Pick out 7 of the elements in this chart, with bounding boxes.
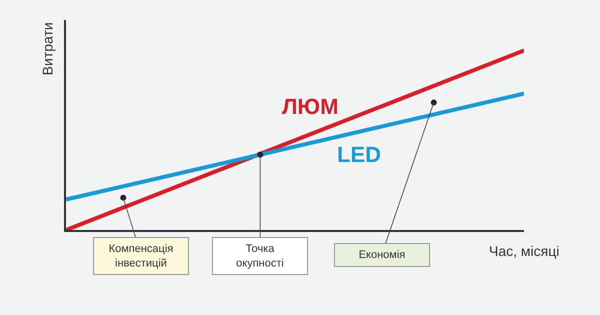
text: Точка окупності <box>236 243 284 270</box>
series-label: ЛЮМ <box>282 94 338 119</box>
text: Компенсація інвестицій <box>108 243 174 270</box>
x-axis-title: Час, місяці <box>489 243 560 259</box>
y-axis-title: Витрати <box>39 22 56 76</box>
series-label: LED <box>337 142 381 167</box>
text: Економія <box>358 249 406 261</box>
